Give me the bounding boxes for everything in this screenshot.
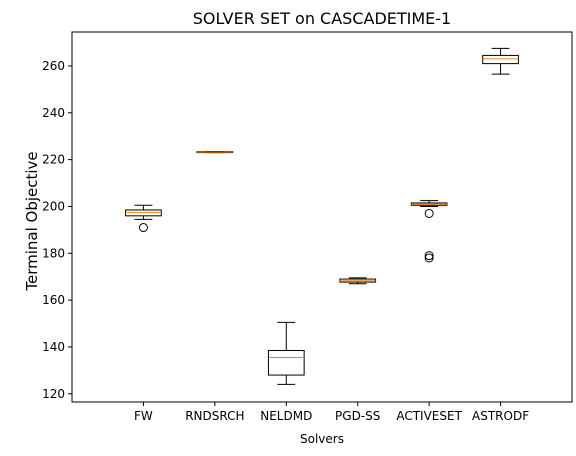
x-axis-label: Solvers	[300, 432, 344, 446]
y-axis-label: Terminal Objective	[23, 151, 41, 291]
x-tick-label: ASTRODF	[472, 409, 529, 423]
y-tick-label: 200	[42, 199, 65, 213]
x-tick-label: FW	[134, 409, 153, 423]
y-tick-label: 220	[42, 153, 65, 167]
y-tick-label: 260	[42, 59, 65, 73]
x-tick-label: NELDMD	[260, 409, 312, 423]
y-tick-label: 240	[42, 106, 65, 120]
box	[267, 349, 305, 376]
box-group	[339, 277, 377, 285]
chart-title: SOLVER SET on CASCADETIME-1	[193, 9, 451, 28]
box	[482, 54, 519, 65]
axes-frame	[71, 31, 573, 403]
outlier-point	[424, 253, 434, 263]
outlier-point	[424, 208, 434, 218]
box-group	[196, 151, 234, 154]
plot-axes: 120 140 160 180 200 220 240 260 FW RNDSRCH NELDMD P…	[42, 31, 573, 423]
y-tick-label: 120	[42, 387, 65, 401]
outlier-point	[138, 223, 148, 233]
box-group	[410, 200, 448, 263]
box-group	[482, 47, 519, 75]
box-group	[125, 204, 162, 233]
x-tick-label: RNDSRCH	[185, 409, 244, 423]
outlier-point	[424, 251, 434, 261]
box-group	[267, 321, 305, 385]
x-tick-label: PGD-SS	[335, 409, 380, 423]
y-tick-label: 140	[42, 340, 65, 354]
plot-marks	[125, 47, 519, 385]
y-tick-label: 180	[42, 246, 65, 260]
x-tick-label: ACTIVESET	[396, 409, 462, 423]
box	[125, 209, 162, 217]
y-tick-label: 160	[42, 293, 65, 307]
